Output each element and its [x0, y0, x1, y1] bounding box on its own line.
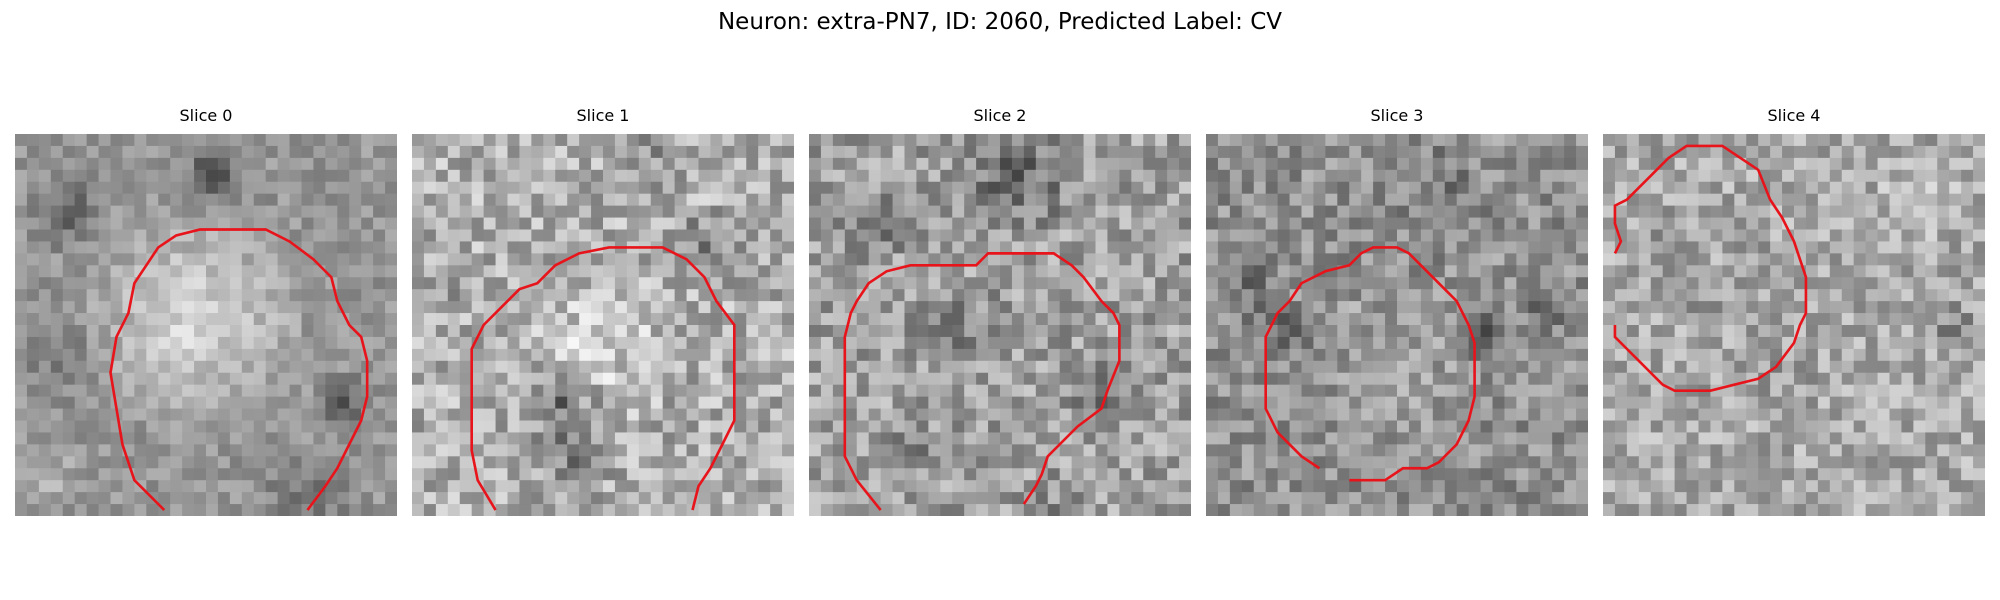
- segmentation-contour: [470, 246, 736, 511]
- figure-title: Neuron: extra-PN7, ID: 2060, Predicted L…: [717, 9, 1283, 35]
- segmentation-contour: [109, 228, 369, 511]
- grayscale-slice-image: [1206, 134, 1588, 516]
- segmentation-contour: [1613, 144, 1808, 392]
- panel-title: Slice 4: [1767, 106, 1821, 125]
- segmentation-contour: [1264, 246, 1476, 482]
- panel-slice-1: Slice 1: [412, 106, 794, 516]
- panel-title: Slice 1: [576, 106, 630, 125]
- grayscale-slice-image: [809, 134, 1191, 516]
- panel-slice-2: Slice 2: [809, 106, 1191, 516]
- panel-slice-0: Slice 0: [15, 106, 397, 516]
- panel-slice-4: Slice 4: [1603, 106, 1985, 516]
- grayscale-slice-image: [412, 134, 794, 516]
- panel-title: Slice 2: [973, 106, 1027, 125]
- panel-title: Slice 3: [1370, 106, 1424, 125]
- grayscale-slice-image: [1603, 134, 1985, 516]
- segmentation-contour: [843, 252, 1121, 511]
- grayscale-slice-image: [15, 134, 397, 516]
- panel-title: Slice 0: [179, 106, 233, 125]
- panel-slice-3: Slice 3: [1206, 106, 1588, 516]
